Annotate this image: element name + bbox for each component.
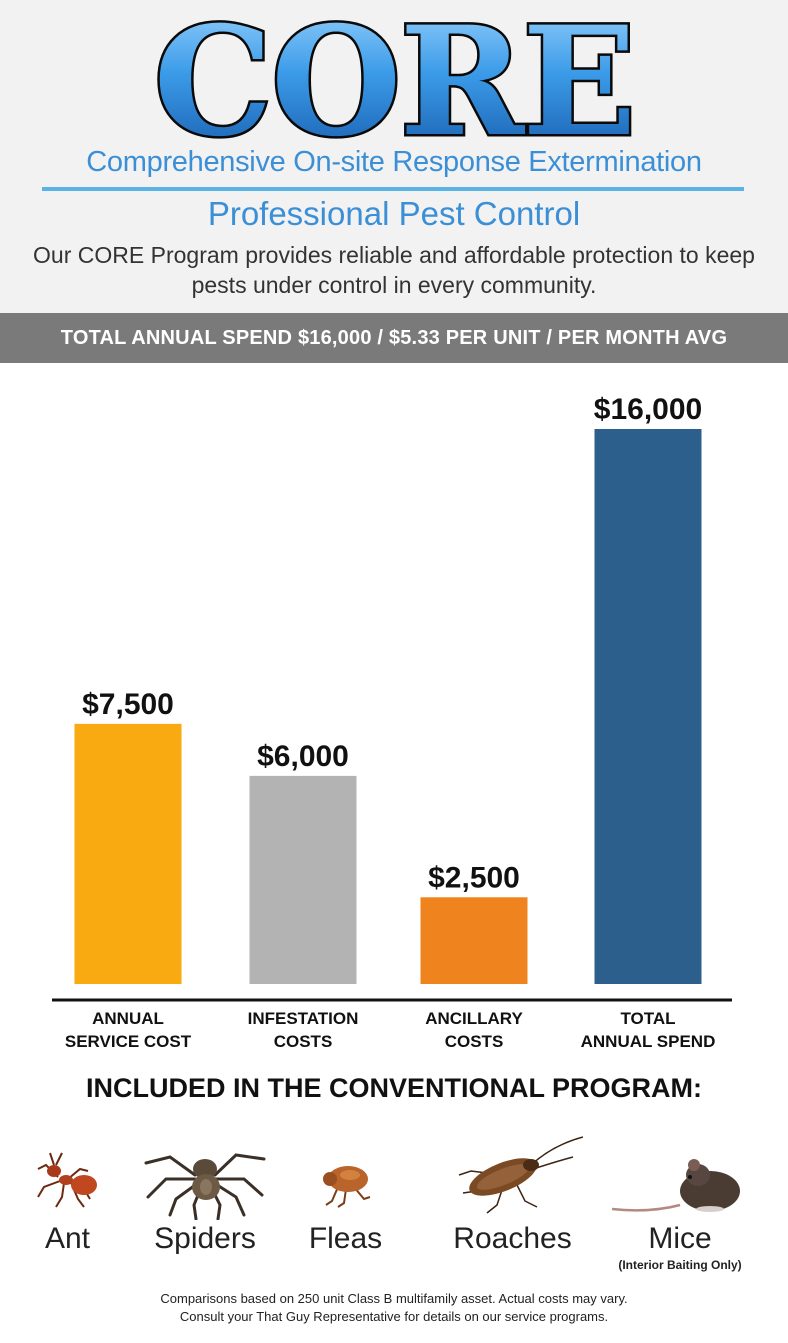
core-logo: CORE [151, 2, 639, 147]
pest-name-ant: Ant [44, 1222, 91, 1255]
footer-line-1: Comparisons based on 250 unit Class B mu… [160, 1291, 628, 1306]
header-divider [42, 187, 744, 191]
pest-heading: INCLUDED IN THE CONVENTIONAL PROGRAM: [85, 1073, 702, 1103]
category-label-3-line-2: COSTS [445, 1032, 504, 1051]
bar-3 [420, 897, 528, 984]
bar-4 [594, 429, 702, 984]
logo-text: CORE [153, 2, 634, 147]
bar-2 [249, 775, 357, 984]
category-label-4-line-1: TOTAL [620, 1009, 675, 1028]
mice-note: (Interior Baiting Only) [618, 1258, 742, 1272]
roach-icon [458, 1136, 583, 1214]
bar-value-label-2: $6,000 [257, 740, 349, 773]
mouse-icon [611, 1159, 740, 1212]
ant-icon [36, 1152, 97, 1208]
tagline: Professional Pest Control [207, 195, 581, 232]
bar-value-label-1: $7,500 [82, 688, 174, 721]
flea-icon [322, 1166, 370, 1208]
category-label-3-line-1: ANCILLARY [425, 1009, 523, 1028]
header: CORE Comprehensive On-site Response Exte… [0, 0, 788, 313]
category-label-2-line-1: INFESTATION [248, 1009, 359, 1028]
pest-fleas: Fleas [298, 1135, 393, 1256]
pest-name-roaches: Roaches [453, 1222, 572, 1255]
pest-mice: Mice [605, 1135, 755, 1256]
pest-name-fleas: Fleas [308, 1222, 383, 1255]
pest-roaches: Roaches [440, 1135, 585, 1256]
pest-name-spiders: Spiders [154, 1222, 256, 1255]
program-description: Our CORE Program provides reliable and a… [33, 242, 755, 298]
pest-spiders: Spiders [135, 1135, 275, 1256]
bar-1 [74, 723, 182, 984]
spider-icon [144, 1153, 266, 1220]
category-label-4-line-2: ANNUAL SPEND [581, 1032, 716, 1051]
category-label-1-line-2: SERVICE COST [65, 1032, 192, 1051]
cost-bar-chart: $7,500 ANNUAL SERVICE COST $6,000 INFESTATIO… [52, 393, 732, 1051]
total-spend-banner: TOTAL ANNUAL SPEND $16,000 / $5.33 PER U… [0, 313, 788, 363]
pest-name-mice: Mice [648, 1222, 712, 1255]
pest-ant: Ant [20, 1135, 115, 1256]
footer-line-2: Consult your That Guy Representative for… [179, 1309, 609, 1324]
footer-disclaimer: Comparisons based on 250 unit Class B mu… [0, 1290, 788, 1326]
bar-value-label-4: $16,000 [594, 393, 702, 426]
category-label-1-line-1: ANNUAL [92, 1009, 164, 1028]
program-subtitle: Comprehensive On-site Response Extermina… [86, 146, 702, 178]
category-label-2-line-2: COSTS [274, 1032, 333, 1051]
bar-value-label-3: $2,500 [428, 861, 520, 894]
